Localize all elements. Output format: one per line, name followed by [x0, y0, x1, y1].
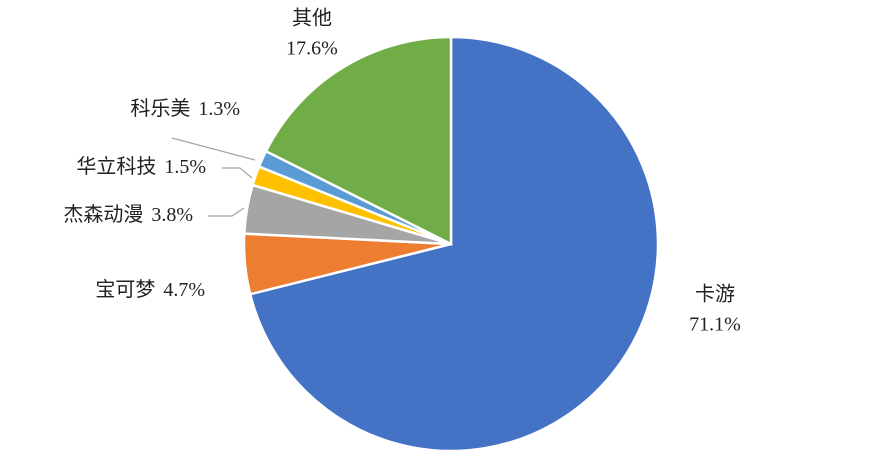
leader-line — [222, 167, 253, 179]
pie-slice — [248, 35, 660, 453]
pie-slice — [264, 35, 453, 247]
value-label: 17.6% — [286, 38, 338, 60]
category-label: 卡游 — [695, 283, 735, 306]
leader-lines — [171, 137, 256, 217]
slice-label: 宝可梦 4.7% — [95, 278, 205, 301]
leader-line — [208, 207, 245, 217]
category-label: 科乐美 — [130, 97, 190, 120]
value-label: 1.5% — [164, 156, 206, 178]
slices — [242, 35, 660, 453]
category-label: 华立科技 — [76, 155, 156, 178]
slice-label: 杰森动漫 3.8% — [63, 203, 193, 226]
value-label: 1.3% — [198, 98, 240, 120]
slice-label: 华立科技 1.5% — [76, 155, 206, 178]
leader-line — [171, 137, 256, 161]
category-label: 杰森动漫 — [63, 203, 143, 226]
value-label: 4.7% — [163, 279, 205, 301]
slice-label: 科乐美 1.3% — [130, 97, 240, 120]
value-label: 71.1% — [689, 314, 741, 336]
category-label: 宝可梦 — [95, 278, 155, 301]
category-label: 其他 — [292, 7, 332, 30]
value-label: 3.8% — [151, 204, 193, 226]
